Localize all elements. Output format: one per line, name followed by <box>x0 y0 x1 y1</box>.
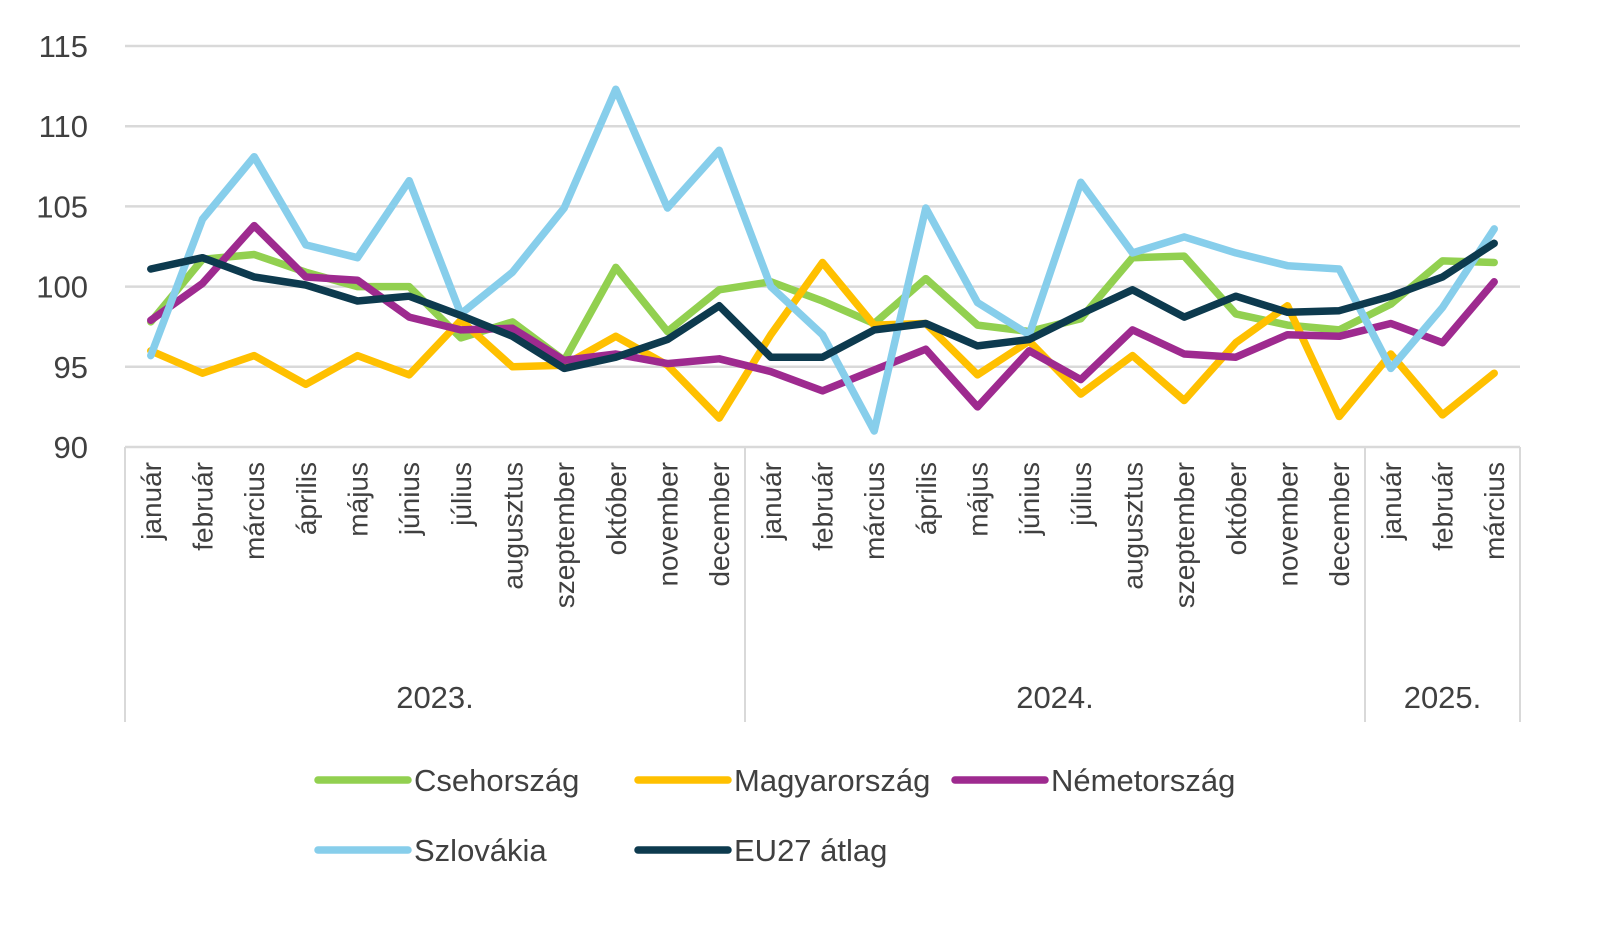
x-tick-label: szeptember <box>1169 462 1200 608</box>
x-tick-label: június <box>1014 462 1045 536</box>
x-tick-label: szeptember <box>549 462 580 608</box>
series-lines <box>147 85 1498 435</box>
y-tick-label: 95 <box>54 350 88 385</box>
y-tick-label: 105 <box>36 189 88 224</box>
x-tick-label: május <box>343 462 374 537</box>
x-tick-label: április <box>911 462 942 535</box>
legend-label: EU27 átlag <box>734 833 887 868</box>
x-axis: január február március április május június jú… <box>124 447 1521 722</box>
series-line-szlovákia <box>147 85 1498 435</box>
x-tick-label: október <box>601 462 632 555</box>
x-tick-label: július <box>446 462 477 527</box>
gridlines <box>125 44 1520 449</box>
x-tick-label: július <box>1066 462 1097 527</box>
year-group-label: 2023. <box>396 680 474 715</box>
legend-label: Csehország <box>414 763 579 798</box>
y-tick-label: 115 <box>39 29 88 64</box>
year-group-label: 2024. <box>1016 680 1094 715</box>
series-line-németország <box>147 221 1498 411</box>
x-tick-label: március <box>1479 462 1510 560</box>
x-tick-label: augusztus <box>1118 462 1149 590</box>
x-tick-label: március <box>239 462 270 560</box>
y-axis: 90 95 100 105 110 115 <box>36 29 88 465</box>
x-tick-label: február <box>188 462 219 551</box>
x-tick-label: március <box>859 462 890 560</box>
x-tick-label: november <box>1273 462 1304 587</box>
y-tick-label: 90 <box>54 430 88 465</box>
x-tick-label: december <box>1324 462 1355 587</box>
legend: Csehország Magyarország Németország Szlovák… <box>314 763 1235 868</box>
legend-label: Németország <box>1051 763 1235 798</box>
x-tick-label: január <box>136 462 167 541</box>
x-tick-label: november <box>653 462 684 587</box>
legend-label: Szlovákia <box>414 833 547 868</box>
legend-label: Magyarország <box>734 763 930 798</box>
x-tick-label: február <box>1428 462 1459 551</box>
x-tick-label: május <box>963 462 994 537</box>
x-tick-label: február <box>808 462 839 551</box>
year-group-label: 2025. <box>1404 680 1482 715</box>
series-line-csehország <box>147 250 1498 365</box>
series-line-eu27-átlag <box>147 239 1498 373</box>
series-line-magyarország <box>147 258 1498 422</box>
x-tick-label: október <box>1221 462 1252 555</box>
x-tick-label: augusztus <box>498 462 529 590</box>
y-tick-label: 110 <box>39 109 88 144</box>
x-tick-label: június <box>394 462 425 536</box>
y-tick-label: 100 <box>36 270 88 305</box>
x-tick-label: január <box>756 462 787 541</box>
x-tick-label: január <box>1376 462 1407 541</box>
x-tick-label: december <box>704 462 735 587</box>
x-tick-label: április <box>291 462 322 535</box>
